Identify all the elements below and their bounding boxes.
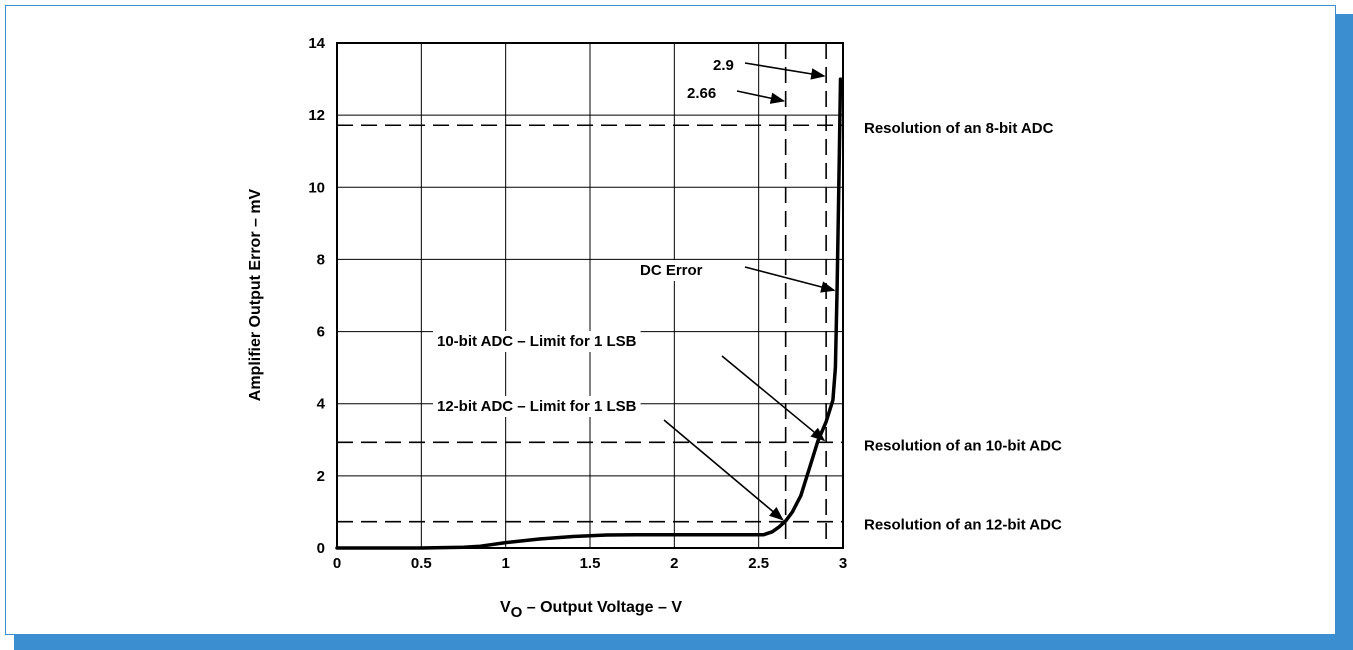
x-tick-label: 1.5 <box>580 555 601 572</box>
label-dc-error: DC Error <box>640 262 703 279</box>
label-2-9-arrow <box>744 62 826 80</box>
dc-error-curve <box>335 77 843 550</box>
label-12bit-limit-bg <box>433 396 641 417</box>
reference-lines: Resolution of an 8-bit ADC Resolution of … <box>337 43 1062 548</box>
resolution-label: Resolution of an 10-bit ADC <box>864 437 1062 454</box>
grid <box>336 42 844 549</box>
series-layer <box>335 77 843 550</box>
label-10bit-limit: 10-bit ADC – Limit for 1 LSB <box>437 333 637 350</box>
y-axis-title: Amplifier Output Error – mV <box>247 188 264 401</box>
x-axis-title-rest: – Output Voltage – V <box>522 599 682 616</box>
y-tick-label: 0 <box>317 540 325 557</box>
label-12bit-limit-arrow <box>663 419 784 521</box>
x-tick-label: 3 <box>839 555 847 572</box>
x-axis-title: VO – Output Voltage – V <box>500 599 682 621</box>
label-2-9-bg <box>709 55 738 76</box>
x-tick-label: 0 <box>333 555 341 572</box>
y-tick-label: 6 <box>317 324 325 341</box>
y-tick-label: 12 <box>308 107 325 124</box>
y-tick-label: 10 <box>308 179 325 196</box>
y-tick-label: 4 <box>317 396 326 413</box>
label-10bit-limit-arrow <box>721 355 826 442</box>
label-2-9: 2.9 <box>713 57 734 74</box>
chart-frame <box>5 5 1336 635</box>
resolution-label: Resolution of an 8-bit ADC <box>864 120 1054 137</box>
label-2-66: 2.66 <box>687 85 716 102</box>
x-tick-label: 2 <box>670 555 678 572</box>
x-tick-label: 0.5 <box>411 555 432 572</box>
label-12bit-limit: 12-bit ADC – Limit for 1 LSB <box>437 398 637 415</box>
resolution-label: Resolution of an 12-bit ADC <box>864 517 1062 534</box>
x-tick-label: 2.5 <box>748 555 769 572</box>
x-tick-label: 1 <box>501 555 509 572</box>
label-10bit-limit-bg <box>433 331 641 352</box>
annotations: 2.9 2.66 DC Error 10-bit ADC – Limit for 1 … <box>433 55 836 521</box>
x-axis-title-subscript: O <box>511 604 523 621</box>
tick-labels: 0 0.5 1 1.5 2 2.5 3 0 2 4 6 8 10 12 14 <box>308 35 847 572</box>
label-2-66-arrow <box>736 90 786 104</box>
label-dc-error-bg <box>636 260 707 281</box>
label-2-66-bg <box>683 83 721 104</box>
x-axis-title-main: V <box>500 599 511 616</box>
label-dc-error-arrow <box>744 266 836 293</box>
y-tick-label: 14 <box>308 35 325 52</box>
plot-border <box>336 42 844 549</box>
y-tick-label: 8 <box>317 251 325 268</box>
y-tick-label: 2 <box>317 468 325 485</box>
